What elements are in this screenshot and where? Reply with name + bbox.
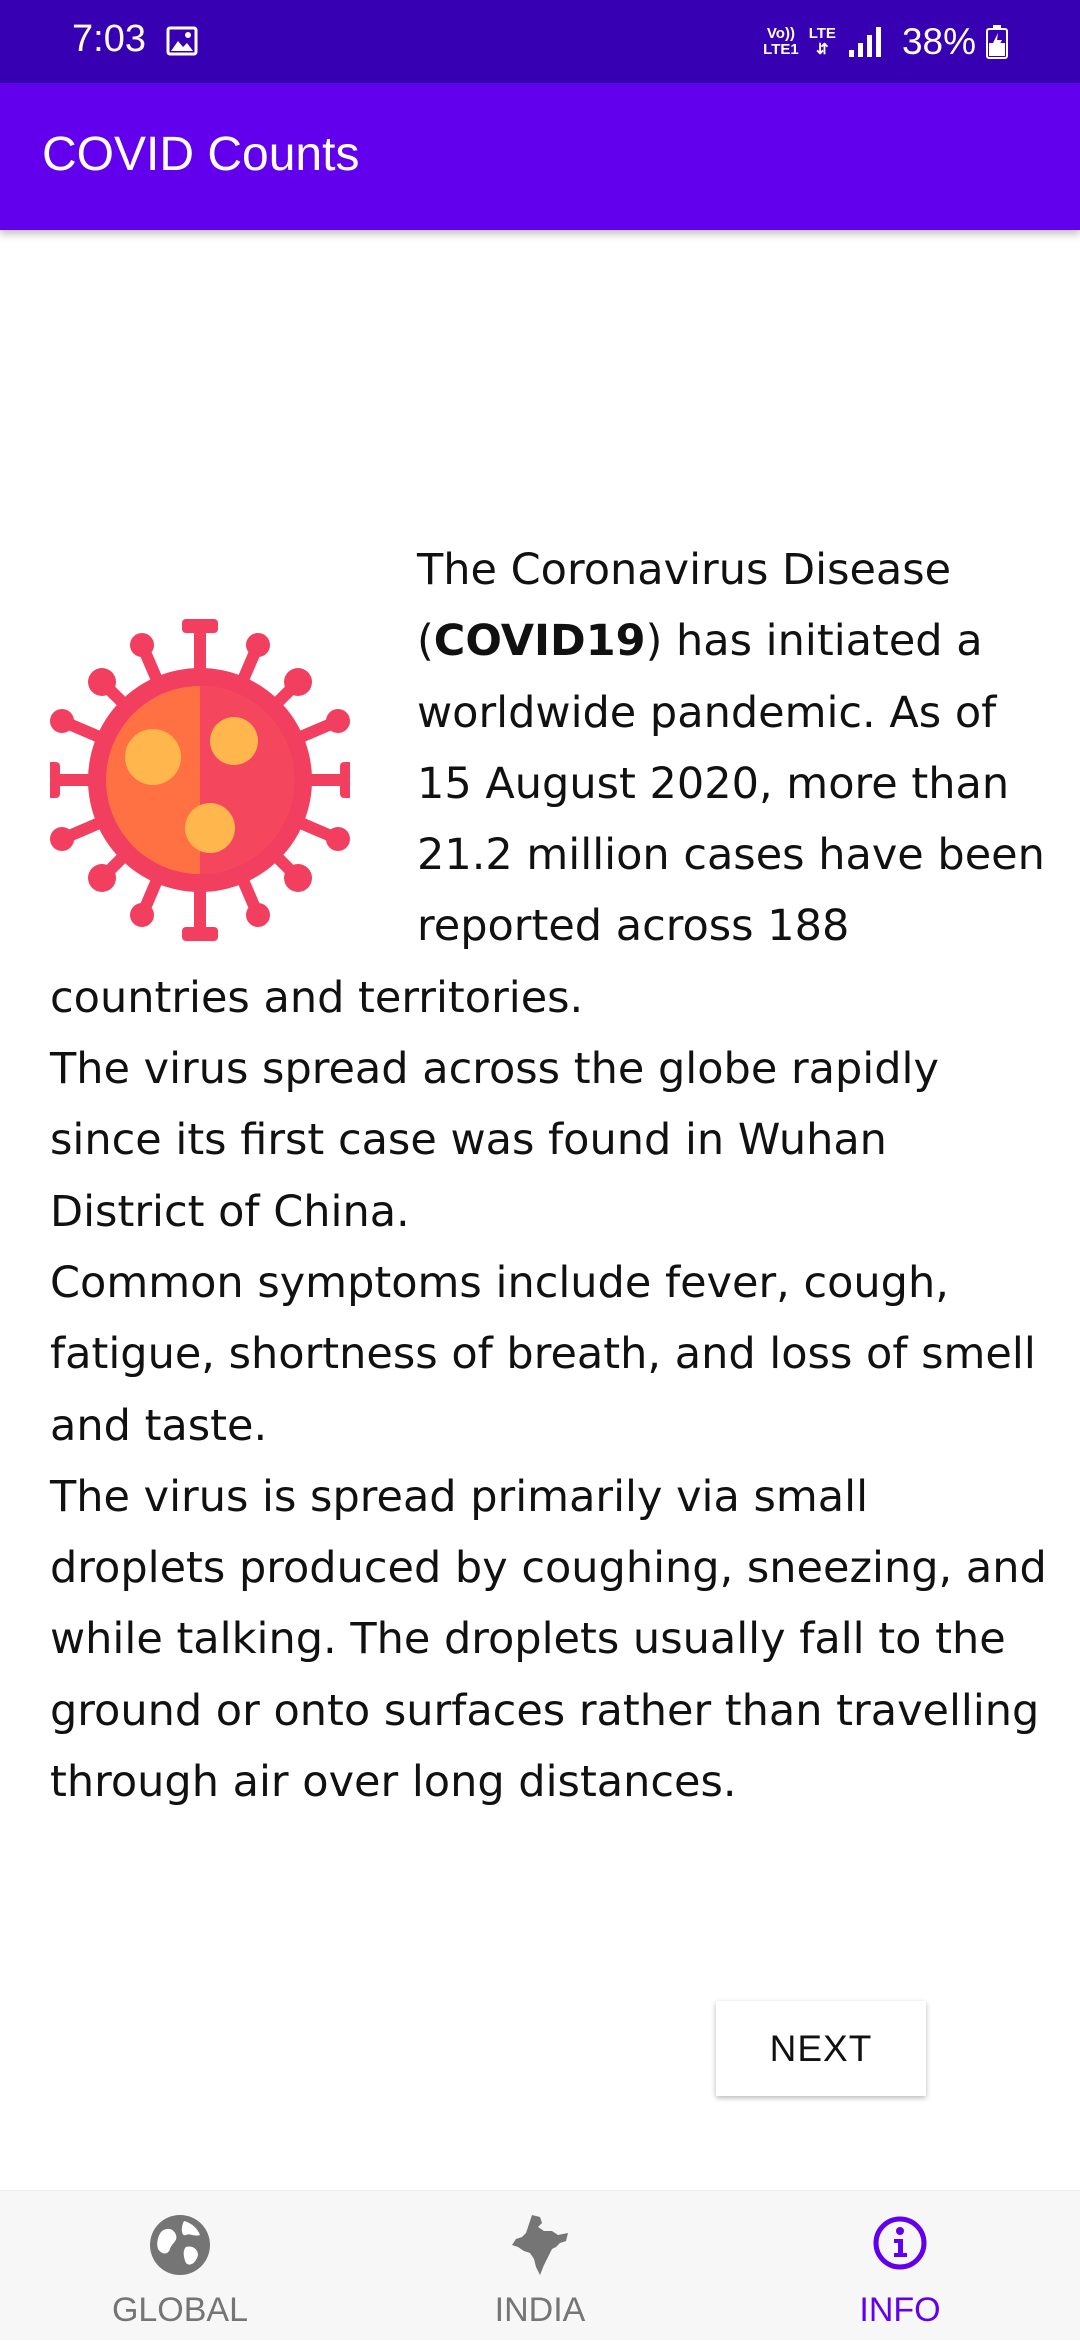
- status-time: 7:03: [72, 18, 146, 61]
- spread-paragraph: The virus spread across the globe rapidl…: [50, 1034, 1050, 1248]
- nav-label-info: INFO: [720, 2291, 1080, 2330]
- india-map-icon: [508, 2213, 572, 2277]
- coronavirus-icon: [50, 615, 350, 945]
- volte-indicator: Vo)) LTE1: [763, 26, 799, 58]
- nav-item-india[interactable]: INDIA: [360, 2191, 720, 2341]
- covid19-term: COVID19: [434, 616, 646, 666]
- lte-label: LTE: [809, 25, 836, 42]
- bottom-navigation: GLOBAL INDIA INFO: [0, 2190, 1080, 2340]
- nav-label-global: GLOBAL: [0, 2291, 360, 2330]
- symptoms-paragraph: Common symptoms include fever, cough, fa…: [50, 1248, 1050, 1462]
- nav-item-info[interactable]: INFO: [720, 2191, 1080, 2341]
- battery-charging-icon: [986, 25, 1008, 59]
- transmission-paragraph: The virus is spread primarily via small …: [50, 1462, 1050, 1818]
- nav-label-india: INDIA: [360, 2291, 720, 2330]
- app-bar: COVID Counts: [0, 83, 1080, 230]
- info-content: The Coronavirus Disease (COVID19) has in…: [50, 535, 1050, 1818]
- lte-indicator: LTE ⇵: [809, 26, 836, 58]
- battery-percentage: 38%: [902, 21, 976, 63]
- image-notification-icon: [166, 26, 198, 56]
- globe-icon: [148, 2213, 212, 2277]
- info-icon: [868, 2213, 932, 2277]
- nav-item-global[interactable]: GLOBAL: [0, 2191, 360, 2341]
- app-title: COVID Counts: [42, 127, 359, 182]
- signal-strength-icon: [848, 26, 882, 58]
- status-bar: 7:03 Vo)) LTE1 LTE ⇵ 38%: [0, 0, 1080, 83]
- next-button[interactable]: NEXT: [716, 2001, 926, 2096]
- status-indicators: Vo)) LTE1 LTE ⇵ 38%: [763, 14, 1008, 70]
